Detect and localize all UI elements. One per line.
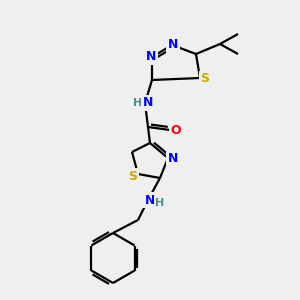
Text: S: S [200, 73, 209, 85]
Text: O: O [171, 124, 181, 136]
Text: N: N [168, 152, 178, 164]
Text: S: S [128, 169, 137, 182]
Text: H: H [134, 98, 142, 108]
Text: N: N [145, 194, 155, 206]
Text: H: H [155, 198, 165, 208]
Text: N: N [143, 97, 153, 110]
Text: N: N [146, 50, 156, 64]
Text: N: N [168, 38, 178, 52]
